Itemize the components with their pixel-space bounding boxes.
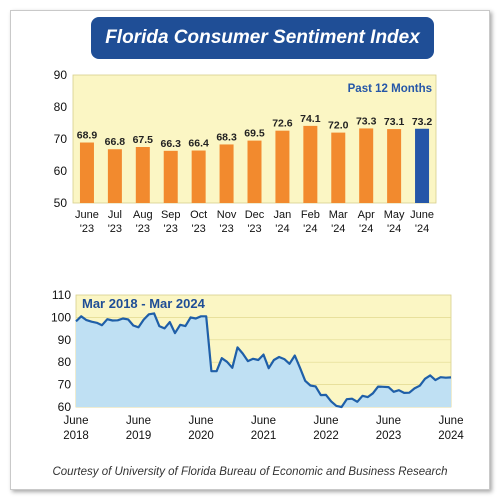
area-x-tick-month: June	[189, 415, 214, 427]
bar	[331, 132, 346, 203]
bar	[107, 149, 122, 203]
area-y-tick: 60	[58, 400, 72, 414]
bar-y-tick: 70	[54, 132, 68, 146]
bar-x-tick-year: '23	[136, 223, 150, 235]
bar-x-tick-month: May	[384, 209, 405, 221]
bar-x-tick-month: Mar	[329, 209, 348, 221]
bar-x-tick-month: Jul	[108, 209, 122, 221]
source-credit: Courtesy of University of Florida Bureau…	[52, 466, 448, 478]
area-y-tick: 70	[58, 378, 72, 392]
bar-y-axis: 50 60 70 80 90	[54, 68, 68, 210]
area-chart: Mar 2018 - Mar 2024 60 70 80 90 100 110 June 2…	[51, 288, 464, 442]
bar-value-label: 73.1	[384, 116, 405, 128]
bar	[135, 147, 150, 203]
chart-title: Florida Consumer Sentiment Index	[91, 17, 434, 59]
bar	[275, 130, 290, 203]
area-y-axis: 60 70 80 90 100 110	[51, 288, 71, 414]
area-fill	[76, 313, 451, 407]
area-x-tick-year: 2020	[188, 430, 214, 442]
bar-value-label: 66.4	[188, 138, 209, 150]
bar-x-tick-month: Feb	[301, 209, 320, 221]
bar-x-tick-month: Nov	[217, 209, 237, 221]
area-x-tick-month: June	[376, 415, 401, 427]
bar-x-tick-month: Oct	[190, 209, 207, 221]
bar-value-label: 73.3	[356, 115, 377, 127]
bar-x-tick-month: June	[410, 209, 434, 221]
bar-x-tick-year: '23	[219, 223, 233, 235]
bar-x-tick-month: Jan	[274, 209, 292, 221]
bar	[191, 150, 206, 203]
bar-x-tick-year: '24	[415, 223, 429, 235]
area-x-tick-year: 2018	[63, 430, 89, 442]
bar-y-tick: 50	[54, 196, 68, 210]
area-x-tick-month: June	[439, 415, 464, 427]
bar-x-tick-year: '24	[275, 223, 289, 235]
area-x-tick-year: 2021	[251, 430, 277, 442]
bar-x-tick-month: June	[75, 209, 99, 221]
bar-annotation: Past 12 Months	[348, 83, 432, 95]
area-x-tick-month: June	[64, 415, 89, 427]
area-annotation: Mar 2018 - Mar 2024	[82, 296, 206, 311]
bar-value-label: 69.5	[244, 128, 265, 140]
area-x-tick-year: 2022	[313, 430, 339, 442]
bar-series: 68.9 66.8 67.5 66.3 66.4 68.3 69.5 72.6 74.1 72.0…	[77, 113, 433, 203]
bar-x-tick-year: '23	[80, 223, 94, 235]
bar-y-tick: 60	[54, 164, 68, 178]
bar-x-tick-year: '24	[387, 223, 401, 235]
area-y-tick: 90	[58, 333, 72, 347]
bar	[247, 140, 262, 203]
area-y-tick: 110	[52, 288, 71, 302]
bar-value-label: 68.3	[216, 131, 237, 143]
bar	[163, 150, 178, 203]
bar-value-label: 66.8	[105, 136, 126, 148]
bar-y-tick: 90	[54, 68, 68, 82]
area-x-tick-year: 2023	[376, 430, 402, 442]
bar-value-label: 68.9	[77, 130, 98, 142]
bar-x-tick-year: '23	[191, 223, 205, 235]
bar-x-tick-month: Apr	[358, 209, 375, 221]
bar-x-tick-month: Aug	[133, 209, 153, 221]
bar-x-tick-month: Dec	[245, 209, 265, 221]
bar-x-tick-year: '24	[359, 223, 373, 235]
bar	[359, 128, 374, 203]
bar	[79, 142, 94, 203]
bar-value-label: 66.3	[161, 138, 182, 150]
bar-x-tick-year: '23	[164, 223, 178, 235]
bar-x-tick-month: Sep	[161, 209, 181, 221]
area-y-tick: 80	[58, 355, 72, 369]
bar-x-tick-year: '23	[247, 223, 261, 235]
bar-x-axis: June '23 Jul '23 Aug '23 Sep '23 Oct '23 Nov '23 Dec…	[75, 209, 434, 235]
area-x-tick-year: 2024	[438, 430, 464, 442]
area-x-tick-month: June	[126, 415, 151, 427]
bar	[219, 144, 234, 203]
bar-value-label: 72.6	[272, 118, 293, 130]
bar-value-label: 73.2	[412, 116, 433, 128]
bar-value-label: 72.0	[328, 120, 349, 132]
area-x-tick-year: 2019	[126, 430, 152, 442]
bar-value-label: 67.5	[133, 134, 154, 146]
bar	[387, 129, 402, 203]
bar	[415, 128, 430, 203]
bar-chart: Past 12 Months 50 60 70 80 90 68.9 66.8 67.5 66…	[54, 68, 437, 235]
area-x-tick-month: June	[314, 415, 339, 427]
area-y-tick: 100	[51, 310, 71, 324]
bar-x-tick-year: '23	[108, 223, 122, 235]
area-x-tick-month: June	[251, 415, 276, 427]
area-x-axis: June 2018 June 2019 June 2020 June 2021 June 2022…	[63, 415, 464, 442]
bar	[303, 125, 318, 203]
bar-y-tick: 80	[54, 100, 68, 114]
bar-x-tick-year: '24	[331, 223, 345, 235]
bar-value-label: 74.1	[300, 113, 321, 125]
bar-x-tick-year: '24	[303, 223, 317, 235]
series-line	[75, 312, 452, 409]
